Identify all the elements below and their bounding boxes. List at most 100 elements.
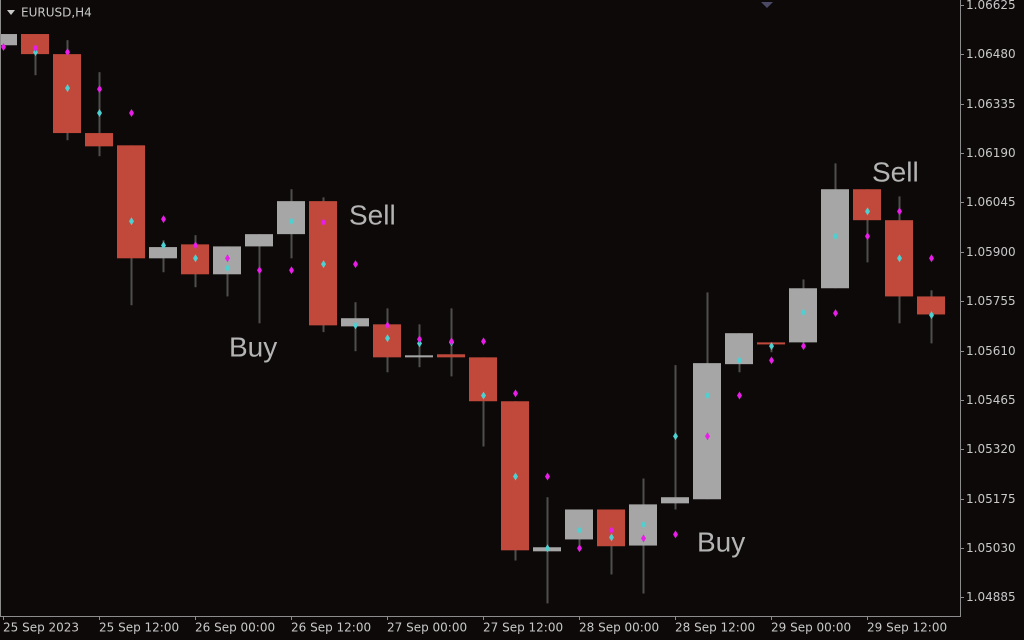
- indicator-marker: [513, 389, 518, 398]
- shift-marker: [761, 2, 773, 8]
- indicator-marker: [417, 335, 422, 344]
- y-tick-label: 1.06625: [966, 0, 1016, 12]
- indicator-marker: [289, 217, 294, 226]
- y-tick-label: 1.05030: [966, 541, 1016, 555]
- indicator-marker: [97, 108, 102, 117]
- indicator-marker: [161, 215, 166, 224]
- indicator-marker: [321, 218, 326, 227]
- indicator-marker: [353, 260, 358, 269]
- x-tick-label: 27 Sep 00:00: [387, 621, 467, 635]
- indicator-marker: [129, 217, 134, 226]
- candle-body: [277, 201, 305, 235]
- indicator-marker: [577, 526, 582, 535]
- y-tick-label: 1.05320: [966, 442, 1016, 456]
- y-tick-label: 1.05610: [966, 344, 1016, 358]
- indicator-marker: [193, 254, 198, 263]
- indicator-marker: [65, 84, 70, 93]
- x-tick-label: 25 Sep 2023: [3, 621, 79, 635]
- indicator-marker: [417, 339, 422, 348]
- candle-body: [565, 509, 593, 540]
- indicator-marker: [769, 356, 774, 365]
- x-tick-label: 28 Sep 12:00: [675, 621, 755, 635]
- indicator-marker: [545, 544, 550, 553]
- x-tick-label: 26 Sep 00:00: [195, 621, 275, 635]
- indicator-marker: [897, 207, 902, 216]
- indicator-marker: [673, 530, 678, 539]
- indicator-marker: [225, 254, 230, 263]
- y-tick-label: 1.05900: [966, 245, 1016, 259]
- indicator-marker: [929, 311, 934, 320]
- y-tick-label: 1.06480: [966, 47, 1016, 61]
- candle-body: [117, 145, 145, 259]
- candle-body: [85, 133, 113, 147]
- indicator-marker: [161, 241, 166, 250]
- x-tick-label: 29 Sep 12:00: [867, 621, 947, 635]
- candle-body: [917, 296, 945, 315]
- indicator-marker: [833, 309, 838, 318]
- indicator-marker: [705, 432, 710, 441]
- candle-body: [853, 189, 881, 221]
- candle-body: [245, 234, 273, 247]
- indicator-marker: [897, 254, 902, 263]
- y-tick-label: 1.06335: [966, 97, 1016, 111]
- candle-body: [693, 363, 721, 500]
- indicator-marker: [481, 391, 486, 400]
- signal-annotation: Sell: [872, 156, 919, 187]
- signal-annotation: Sell: [349, 199, 396, 230]
- indicator-marker: [385, 334, 390, 343]
- indicator-marker: [769, 342, 774, 351]
- indicator-marker: [289, 266, 294, 275]
- indicator-marker: [129, 108, 134, 117]
- y-tick-label: 1.05175: [966, 492, 1016, 506]
- y-tick-label: 1.05465: [966, 393, 1016, 407]
- indicator-marker: [801, 308, 806, 317]
- y-tick-label: 1.06190: [966, 146, 1016, 160]
- indicator-marker: [1, 42, 6, 51]
- x-tick-label: 28 Sep 00:00: [579, 621, 659, 635]
- indicator-marker: [609, 533, 614, 542]
- candle-body: [1, 34, 17, 46]
- indicator-marker: [865, 207, 870, 216]
- signal-annotation: Buy: [697, 526, 745, 557]
- x-tick-label: 25 Sep 12:00: [99, 621, 179, 635]
- indicator-marker: [577, 544, 582, 553]
- candle-body: [437, 354, 465, 358]
- indicator-marker: [321, 260, 326, 269]
- indicator-marker: [225, 264, 230, 273]
- indicator-marker: [737, 391, 742, 400]
- indicator-marker: [65, 48, 70, 57]
- symbol-menu-icon: [7, 10, 15, 15]
- indicator-marker: [833, 232, 838, 241]
- indicator-marker: [641, 520, 646, 529]
- indicator-marker: [385, 321, 390, 330]
- indicator-marker: [641, 534, 646, 543]
- y-tick-label: 1.06045: [966, 195, 1016, 209]
- symbol-title: EURUSD,H4: [21, 6, 92, 20]
- signal-annotation: Buy: [229, 331, 277, 362]
- x-tick-label: 27 Sep 12:00: [483, 621, 563, 635]
- indicator-marker: [513, 472, 518, 481]
- x-tick-label: 29 Sep 00:00: [771, 621, 851, 635]
- candle-body: [149, 247, 177, 259]
- axes: [0, 0, 961, 617]
- indicator-marker: [449, 337, 454, 346]
- indicator-marker: [705, 391, 710, 400]
- plot-area: [1, 34, 945, 604]
- indicator-marker: [801, 342, 806, 351]
- indicator-marker: [193, 241, 198, 250]
- indicator-marker: [97, 85, 102, 94]
- indicator-marker: [545, 472, 550, 481]
- candle-body: [53, 54, 81, 134]
- indicator-marker: [481, 337, 486, 346]
- candle-body: [21, 34, 49, 55]
- indicator-marker: [257, 266, 262, 275]
- indicator-marker: [33, 43, 38, 52]
- indicator-marker: [673, 432, 678, 441]
- indicator-marker: [737, 356, 742, 365]
- candle-body: [661, 497, 689, 504]
- indicator-marker: [865, 232, 870, 241]
- indicator-marker: [33, 48, 38, 57]
- y-tick-label: 1.04885: [966, 590, 1016, 604]
- candle-body: [405, 355, 433, 358]
